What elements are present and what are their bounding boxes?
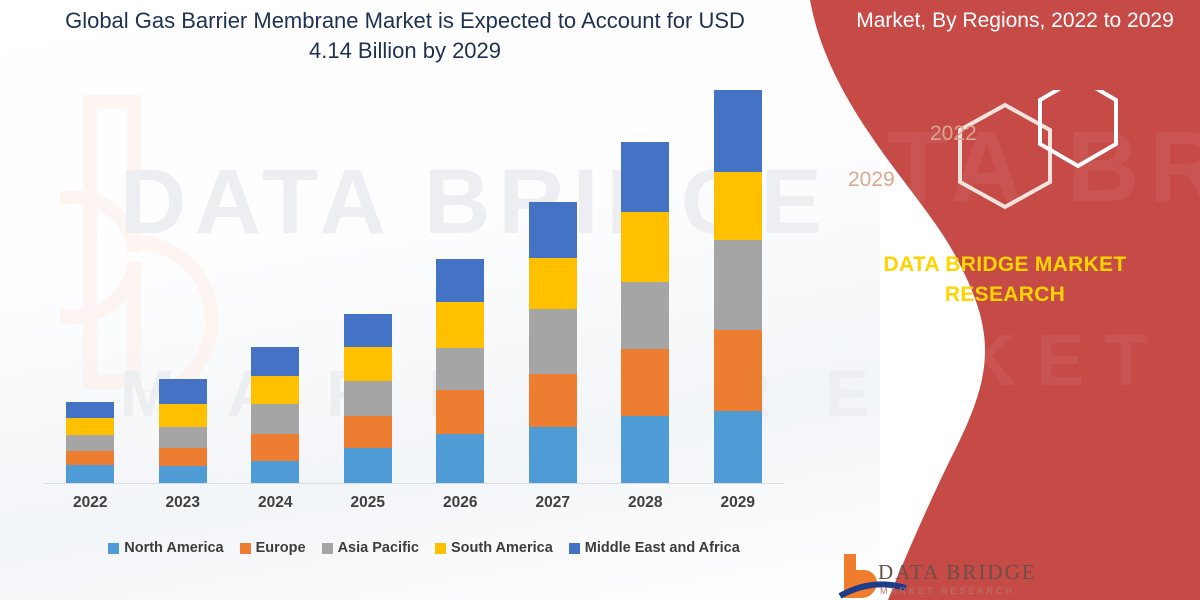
panel-subtitle: Market, By Regions, 2022 to 2029 [856, 9, 1174, 32]
bar-segment[interactable] [343, 347, 392, 382]
brand-name: DATA BRIDGE MARKET RESEARCH [830, 250, 1180, 310]
hexagon-label-2022: 2022 [930, 122, 977, 145]
branding-panel: DATA BRIDGE MARKET RESEARCH Market, By R… [770, 0, 1200, 600]
legend-swatch-icon [239, 542, 251, 554]
bar-segment[interactable] [66, 450, 115, 465]
bar-group[interactable] [621, 142, 670, 484]
bar-segment[interactable] [343, 415, 392, 448]
bar-segment[interactable] [66, 418, 115, 435]
legend-item[interactable]: Europe [239, 540, 306, 556]
x-tick-label: 2024 [258, 494, 293, 511]
hexagon-outlines-icon [958, 75, 1118, 210]
x-tick-label: 2027 [535, 494, 570, 511]
bar-segment[interactable] [713, 171, 762, 241]
bar-segment[interactable] [158, 447, 207, 466]
hexagon-label-2029: 2029 [848, 168, 895, 191]
legend-label: Europe [255, 540, 306, 556]
bar-group[interactable] [158, 379, 207, 484]
bar-segment[interactable] [713, 410, 762, 484]
bottom-logo-name: DATA BRIDGE [878, 560, 1037, 584]
legend-item[interactable]: South America [435, 540, 553, 556]
bar-group[interactable] [66, 402, 115, 484]
legend-label: Asia Pacific [337, 540, 419, 556]
bar-segment[interactable] [158, 379, 207, 405]
bar-segment[interactable] [713, 90, 762, 172]
x-axis-line [44, 483, 784, 484]
bar-segment[interactable] [528, 202, 577, 258]
bar-segment[interactable] [713, 240, 762, 330]
legend-label: North America [124, 540, 224, 556]
bar-group[interactable] [528, 202, 577, 484]
x-tick-label: 2022 [73, 494, 108, 511]
bar-segment[interactable] [621, 142, 670, 212]
bar-segment[interactable] [621, 211, 670, 283]
bar-segment[interactable] [66, 464, 115, 484]
red-watermark-line2: MARKET RESEARCH [770, 321, 1200, 401]
bar-segment[interactable] [158, 465, 207, 484]
bar-segment[interactable] [158, 404, 207, 427]
x-tick-label: 2029 [720, 494, 755, 511]
bar-segment[interactable] [251, 461, 300, 484]
bar-segment[interactable] [343, 313, 392, 347]
legend-swatch-icon [435, 542, 446, 554]
x-tick-label: 2025 [350, 494, 385, 511]
bar-group[interactable] [713, 90, 762, 484]
data-bridge-logo-icon [838, 554, 907, 599]
bar-segment[interactable] [343, 447, 392, 484]
bar-segment[interactable] [621, 282, 670, 349]
bar-segment[interactable] [251, 346, 300, 377]
legend-swatch-icon [568, 542, 580, 554]
chart-panel: DATA BRIDGE M A R K E T R E S E A R C H … [0, 0, 880, 600]
bar-group[interactable] [343, 313, 392, 484]
legend-item[interactable]: Asia Pacific [321, 540, 419, 556]
bar-segment[interactable] [343, 381, 392, 416]
legend-label: South America [451, 540, 553, 556]
bar-segment[interactable] [528, 308, 577, 374]
brand-line-1: DATA BRIDGE MARKET [883, 253, 1127, 276]
chart-legend: North America Europe Asia Pacific South Ame… [44, 540, 804, 556]
bar-segment[interactable] [436, 389, 485, 434]
bar-segment[interactable] [436, 302, 485, 348]
bar-segment[interactable] [713, 329, 762, 411]
legend-swatch-icon [108, 542, 120, 554]
bar-segment[interactable] [251, 404, 300, 434]
bar-segment[interactable] [66, 434, 115, 451]
bar-segment[interactable] [621, 416, 670, 484]
bar-segment[interactable] [436, 433, 485, 484]
bar-segment[interactable] [251, 433, 300, 462]
bottom-logo-subtitle: MARKET RESEARCH [880, 586, 1015, 596]
bar-segment[interactable] [621, 348, 670, 417]
legend-swatch-icon [321, 542, 333, 554]
bar-segment[interactable] [158, 426, 207, 448]
bar-segment[interactable] [528, 257, 577, 309]
bar-segment[interactable] [528, 373, 577, 427]
legend-label: Middle East and Africa [584, 540, 740, 556]
x-tick-label: 2023 [165, 494, 200, 511]
legend-item[interactable]: Middle East and Africa [568, 540, 740, 556]
x-axis-tick-labels: 2022 2023 2024 2025 2026 2027 2028 2029 [44, 494, 784, 520]
bar-segment[interactable] [436, 258, 485, 303]
hexagon-pair [900, 75, 1190, 230]
bar-group[interactable] [251, 346, 300, 484]
brand-line-2: RESEARCH [944, 283, 1066, 306]
bar-segment[interactable] [66, 402, 115, 419]
bar-group[interactable] [436, 258, 485, 484]
legend-item[interactable]: North America [108, 540, 224, 556]
bar-segment[interactable] [528, 426, 577, 484]
x-tick-label: 2028 [628, 494, 663, 511]
stacked-bar-plot [44, 90, 784, 484]
bar-segment[interactable] [436, 347, 485, 390]
page-title: Global Gas Barrier Membrane Market is Ex… [65, 8, 745, 63]
x-tick-label: 2026 [443, 494, 478, 511]
bar-segment[interactable] [251, 376, 300, 405]
